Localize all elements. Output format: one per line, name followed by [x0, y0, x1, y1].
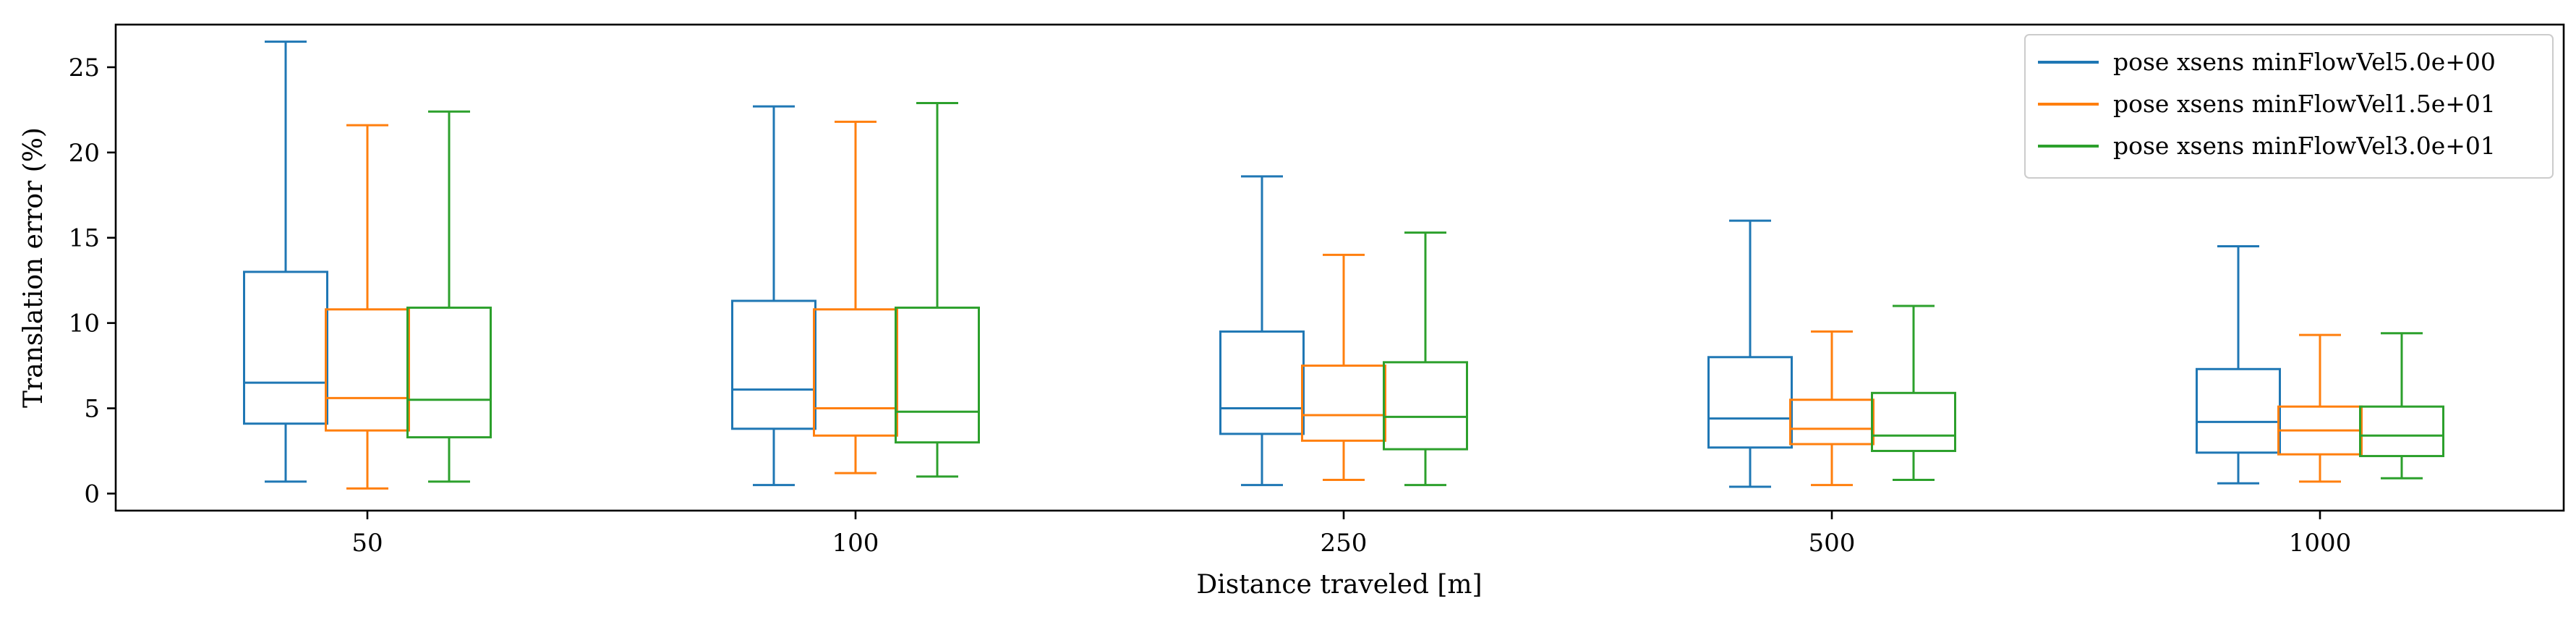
x-tick-label: 500	[1809, 529, 1856, 558]
box-plot	[1707, 219, 1793, 488]
box	[1301, 365, 1386, 442]
box	[406, 306, 492, 439]
box-plot	[895, 101, 980, 478]
y-tick-label: 20	[69, 139, 100, 168]
box	[813, 308, 898, 437]
box-plot	[1871, 304, 1956, 482]
box-plot	[406, 110, 492, 483]
box-plot	[1301, 253, 1386, 482]
y-axis-label: Translation error (%)	[19, 127, 48, 408]
box	[2359, 405, 2444, 458]
box	[2196, 367, 2281, 454]
plot-area	[243, 41, 2444, 490]
y-tick-label: 10	[69, 310, 100, 338]
box	[1383, 361, 1468, 451]
axes-frame	[114, 23, 2565, 512]
box-plot	[325, 124, 410, 490]
legend-entry: pose xsens minFlowVel1.5e+01	[2113, 90, 2496, 118]
x-tick-label: 1000	[2289, 529, 2352, 558]
box-plot	[813, 120, 898, 474]
box-plot	[2277, 333, 2363, 483]
y-tick-label: 5	[84, 395, 100, 424]
y-tick-label: 15	[69, 224, 100, 253]
x-tick-label: 250	[1321, 529, 1368, 558]
x-axis-label: Distance traveled [m]	[1196, 570, 1482, 600]
box	[1871, 391, 1956, 452]
box-plot	[1383, 231, 1468, 487]
y-axis: 0 5 10 15 20 25	[69, 54, 116, 508]
legend-frame	[2024, 34, 2554, 179]
y-tick-label: 0	[84, 480, 100, 508]
box	[1219, 330, 1305, 435]
box-plot	[243, 41, 328, 483]
y-tick-label: 25	[69, 54, 100, 82]
box-plot	[1789, 330, 1875, 487]
box	[895, 306, 980, 444]
legend: pose xsens minFlowVel5.0e+00 pose xsens m…	[2024, 34, 2554, 179]
box	[1789, 399, 1875, 446]
box	[731, 299, 816, 430]
x-axis: 50 100 250 500 1000	[351, 511, 2351, 558]
box-plot	[2196, 245, 2281, 485]
box	[325, 308, 410, 432]
box-plot	[2359, 332, 2444, 480]
x-tick-label: 100	[832, 529, 879, 558]
box-plot	[1219, 175, 1305, 487]
legend-entry: pose xsens minFlowVel3.0e+01	[2113, 132, 2496, 160]
x-tick-label: 50	[351, 529, 383, 558]
box	[1707, 356, 1793, 449]
box	[243, 270, 328, 425]
box-plot	[731, 105, 816, 487]
legend-entry: pose xsens minFlowVel5.0e+00	[2113, 48, 2496, 76]
